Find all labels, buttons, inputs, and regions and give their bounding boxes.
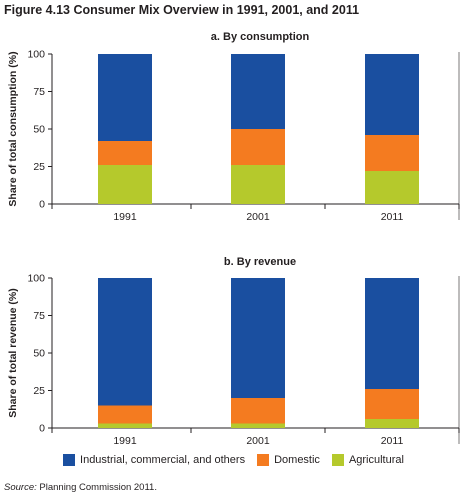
legend-item-domestic: Domestic [257,454,320,466]
bar-a-2011-domestic [365,135,419,171]
y-axis-label-a: Share of total consumption (%) [7,51,19,206]
y-tick-label-a-0: 0 [39,199,45,211]
y-tick-label-b-100: 100 [27,273,45,285]
legend-label-agricultural: Agricultural [348,454,404,466]
bar-a-1991-agricultural [98,165,152,204]
y-tick-label-a-25: 25 [33,161,45,173]
x-tick-label-a-1991: 1991 [113,211,137,223]
bar-a-2001-agricultural [231,165,285,204]
bar-b-1991-domestic [98,405,152,424]
bar-b-2011-domestic [365,389,419,419]
bar-a-1991-domestic [98,141,152,165]
figure-title: Figure 4.13 Consumer Mix Overview in 199… [4,3,360,17]
y-tick-label-b-0: 0 [39,423,45,435]
legend-item-agricultural: Agricultural [331,454,404,466]
x-tick-label-a-2001: 2001 [246,211,270,223]
x-tick-label-b-2011: 2011 [381,435,404,447]
y-tick-label-a-75: 75 [33,86,45,98]
y-tick-label-b-25: 25 [33,385,45,397]
source-label: Source: [4,482,37,493]
bar-b-1991-agricultural [98,423,152,428]
legend-label-industrial: Industrial, commercial, and others [80,454,246,466]
y-tick-label-a-50: 50 [33,124,45,136]
bar-a-2001-domestic [231,129,285,165]
x-tick-label-b-2001: 2001 [246,435,270,447]
source-note: Source: Planning Commission 2011. [4,482,157,493]
panel-a-title: a. By consumption [210,31,310,43]
y-axis-label-b: Share of total revenue (%) [7,288,19,418]
panel-b-title: b. By revenue [223,256,297,268]
x-tick-label-b-1991: 1991 [113,435,137,447]
bar-b-1991-industrial [98,278,152,406]
bar-b-2011-agricultural [365,419,419,428]
legend-label-domestic: Domestic [274,454,320,466]
legend-swatch-agricultural [331,454,344,466]
legend-item-industrial: Industrial, commercial, and others [63,454,245,466]
bar-b-2011-industrial [365,278,419,389]
x-tick-label-a-2011: 2011 [381,211,404,223]
legend-swatch-domestic [257,454,270,466]
bar-b-2001-agricultural [231,423,285,428]
bar-a-2001-industrial [231,54,285,129]
bar-a-2011-agricultural [365,171,419,204]
bar-a-2011-industrial [365,54,419,135]
source-text: Planning Commission 2011. [39,482,157,493]
legend: Industrial, commercial, and others Domes… [0,452,467,468]
bar-a-1991-industrial [98,54,152,141]
bar-b-2001-industrial [231,278,285,398]
bar-b-2001-domestic [231,398,285,424]
legend-swatch-industrial [63,454,76,466]
y-tick-label-b-50: 50 [33,348,45,360]
y-tick-label-b-75: 75 [33,310,45,322]
y-tick-label-a-100: 100 [27,49,45,61]
